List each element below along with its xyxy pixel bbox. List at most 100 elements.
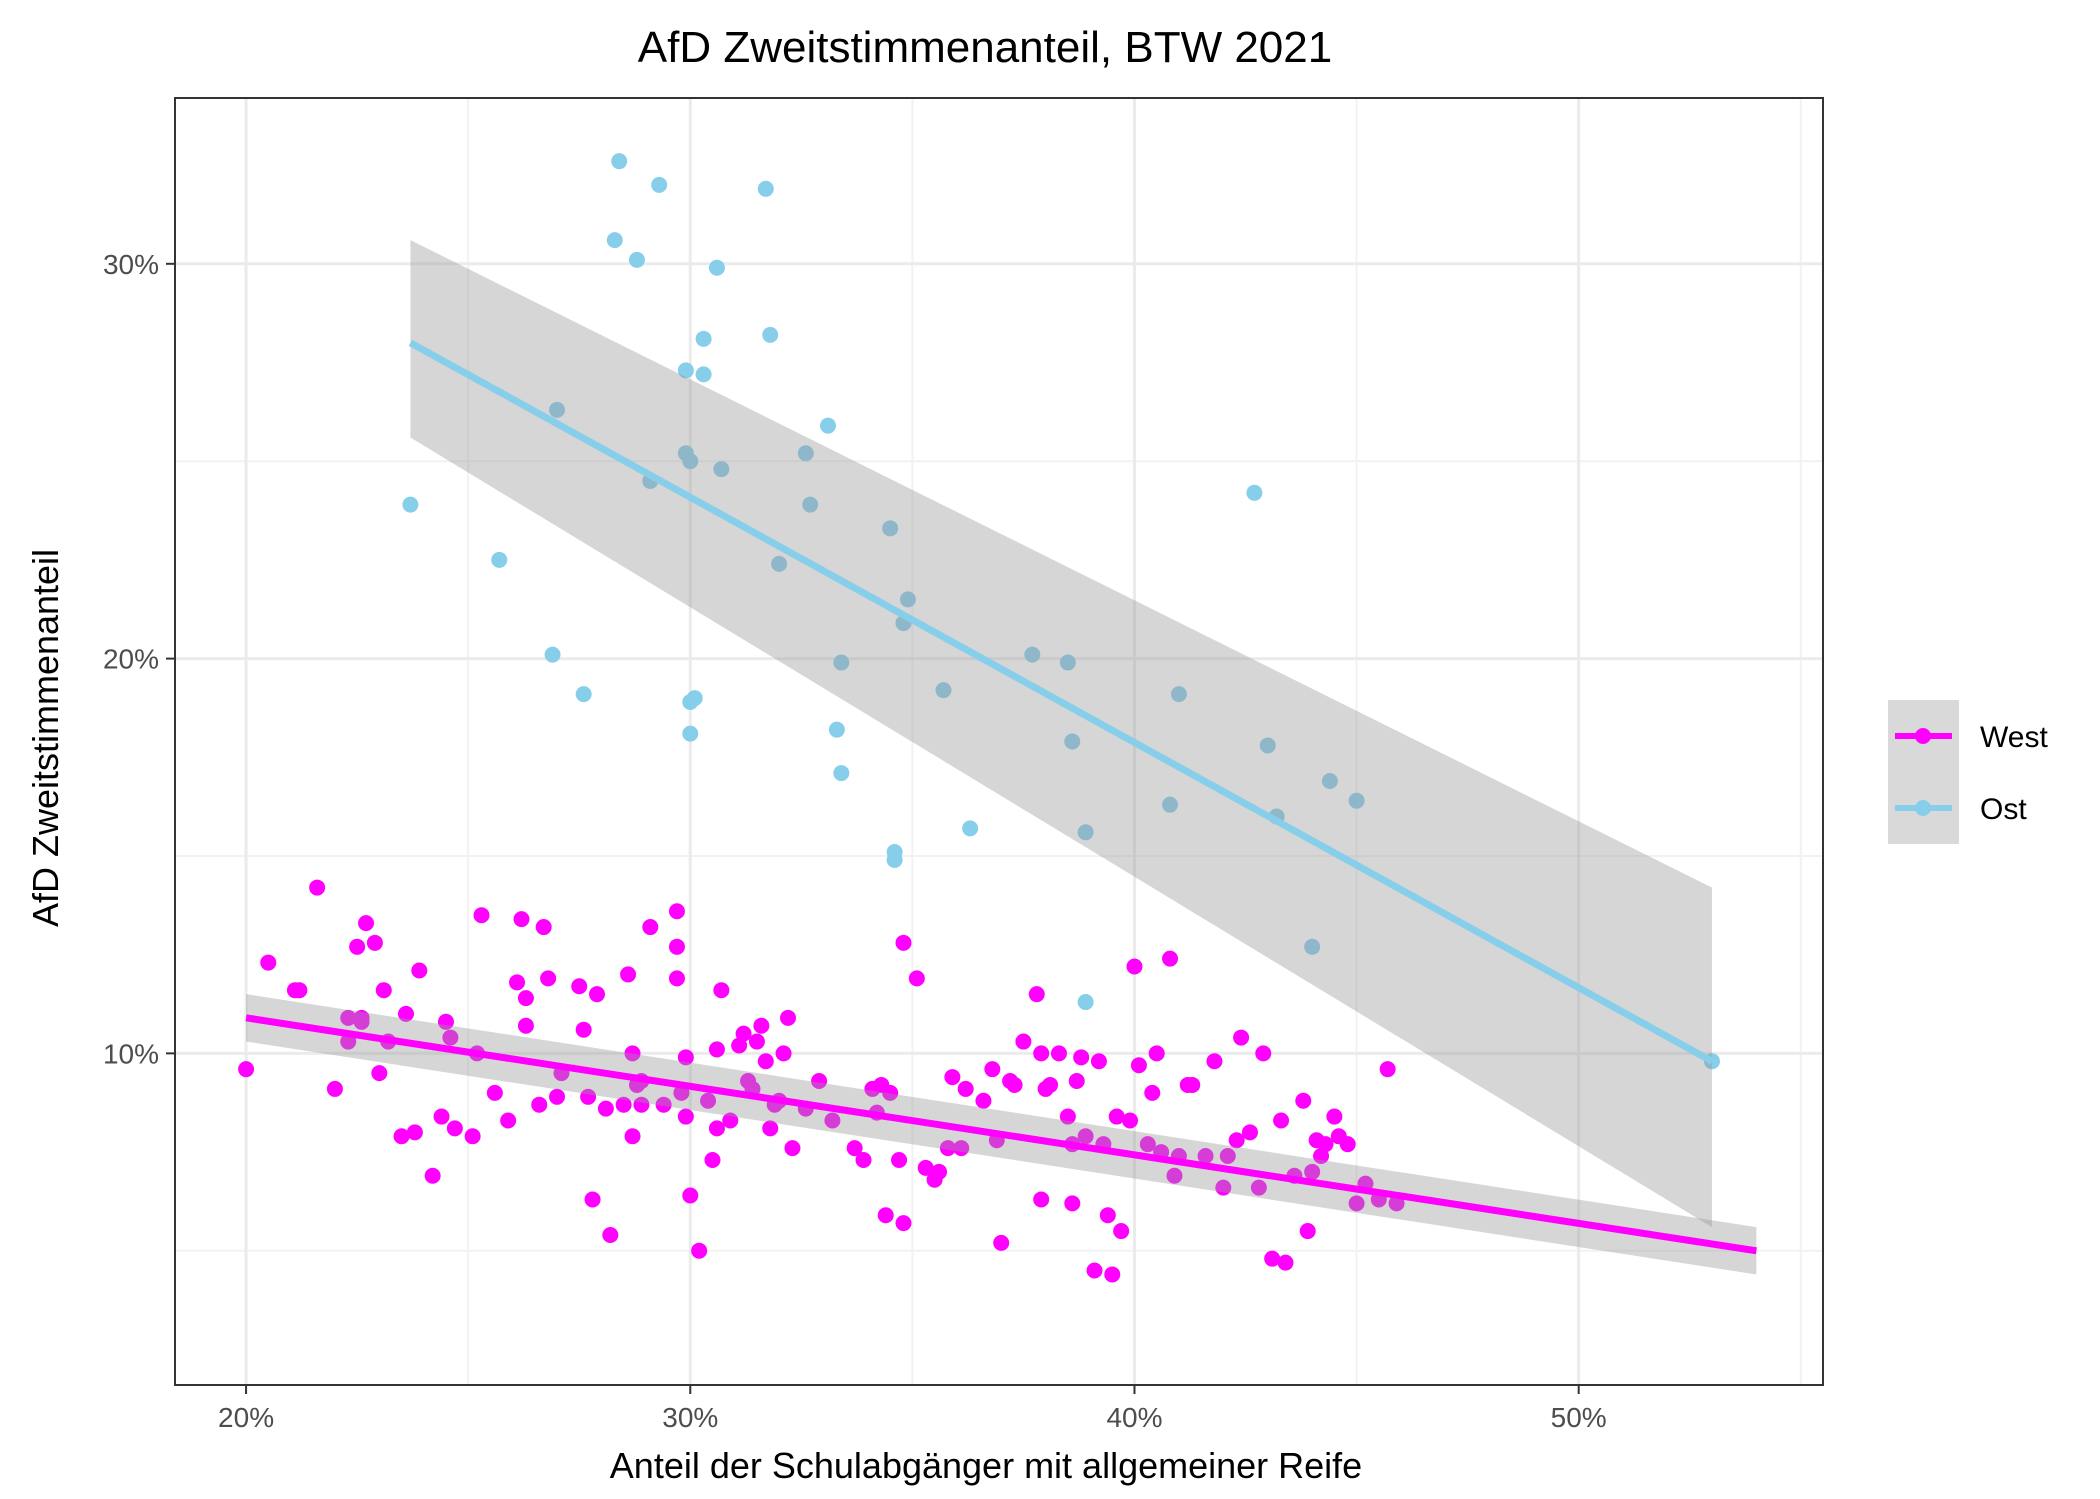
data-point: [437, 1013, 454, 1030]
data-point: [584, 1191, 601, 1208]
data-point: [895, 934, 912, 951]
data-point: [944, 1069, 961, 1086]
data-point: [597, 1100, 614, 1117]
legend-label: West: [1980, 721, 2048, 754]
data-point: [686, 690, 703, 707]
y-tick-label: 30%: [103, 249, 159, 280]
data-point: [1130, 1057, 1147, 1074]
data-point: [691, 1242, 708, 1259]
data-point: [882, 520, 899, 537]
data-point: [700, 1092, 717, 1109]
trend-line-ost: [408, 339, 1714, 1065]
data-point: [1219, 1148, 1236, 1165]
data-point: [917, 1159, 934, 1176]
data-point: [535, 919, 552, 936]
data-point: [757, 1053, 774, 1070]
data-point: [895, 1215, 912, 1232]
data-point: [1064, 1195, 1081, 1212]
data-point: [757, 180, 774, 197]
data-point: [1099, 1207, 1116, 1224]
data-point: [615, 1096, 632, 1113]
data-point: [886, 851, 903, 868]
data-point: [628, 251, 645, 268]
data-point: [633, 1096, 650, 1113]
data-point: [1077, 994, 1094, 1011]
data-point: [1059, 1108, 1076, 1125]
data-point: [1162, 950, 1179, 967]
data-point: [517, 1017, 534, 1034]
data-point: [1090, 1053, 1107, 1070]
data-point: [957, 1080, 974, 1097]
data-point: [1250, 1179, 1267, 1196]
data-point: [1317, 1136, 1334, 1153]
data-point: [1064, 733, 1081, 750]
data-point: [1033, 1045, 1050, 1062]
data-point: [713, 461, 730, 478]
series-ost-points: [402, 153, 1720, 1070]
data-point: [1028, 986, 1045, 1003]
data-point: [762, 326, 779, 343]
legend: West Ost: [1888, 700, 2048, 844]
data-point: [824, 1112, 841, 1129]
data-point: [1379, 1061, 1396, 1078]
data-point: [1295, 1092, 1312, 1109]
data-point: [708, 259, 725, 276]
data-point: [984, 1061, 1001, 1078]
data-point: [1170, 686, 1187, 703]
data-point: [1264, 1250, 1281, 1267]
data-point: [1246, 484, 1263, 501]
data-point: [682, 725, 699, 742]
data-point: [1228, 1132, 1245, 1149]
data-point: [464, 1128, 481, 1145]
data-point: [1033, 1191, 1050, 1208]
data-point: [442, 1029, 459, 1046]
x-axis: 20% 30% 40% 50%: [218, 1385, 1607, 1433]
data-point: [1073, 1049, 1090, 1066]
data-point: [708, 1041, 725, 1058]
data-point: [575, 1021, 592, 1038]
data-point: [797, 445, 814, 462]
data-point: [1077, 824, 1094, 841]
data-point: [402, 496, 419, 513]
data-point: [580, 1088, 597, 1105]
y-axis: 10% 20% 30%: [103, 249, 175, 1069]
x-axis-label: Anteil der Schulabgänger mit allgemeiner…: [610, 1445, 1362, 1486]
data-point: [260, 954, 277, 971]
data-point: [1184, 1076, 1201, 1093]
x-tick-label: 30%: [662, 1402, 718, 1433]
data-point: [975, 1092, 992, 1109]
confidence-band-ost: [410, 240, 1712, 1228]
data-point: [748, 1033, 765, 1050]
data-point: [677, 362, 694, 379]
plot-background: [175, 98, 1823, 1385]
data-point: [513, 911, 530, 928]
data-point: [500, 1112, 517, 1129]
data-point: [846, 1140, 863, 1157]
legend-item-west: West: [1888, 700, 2048, 772]
data-point: [1206, 1053, 1223, 1070]
data-point: [677, 1049, 694, 1066]
data-point: [358, 915, 375, 932]
data-point: [1339, 1136, 1356, 1153]
data-point: [366, 934, 383, 951]
data-point: [1241, 1124, 1258, 1141]
data-point: [735, 1025, 752, 1042]
data-point: [1215, 1179, 1232, 1196]
data-point: [651, 176, 668, 193]
data-point: [668, 903, 685, 920]
data-point: [406, 1124, 423, 1141]
x-tick-label: 20%: [218, 1402, 274, 1433]
data-point: [353, 1013, 370, 1030]
data-point: [1277, 1254, 1294, 1271]
data-point: [473, 907, 490, 924]
data-point: [1024, 646, 1041, 663]
data-point: [544, 646, 561, 663]
data-point: [371, 1065, 388, 1082]
data-point: [326, 1080, 343, 1097]
data-point: [588, 986, 605, 1003]
y-axis-label: AfD Zweitstimmenanteil: [25, 549, 66, 927]
data-point: [509, 974, 526, 991]
data-point: [349, 938, 366, 955]
data-point: [540, 970, 557, 987]
